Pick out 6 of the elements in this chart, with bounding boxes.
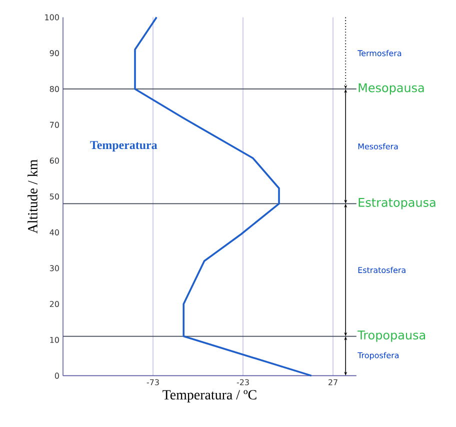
ref-line-label: Tropopausa (358, 330, 425, 342)
text: Temperatura (90, 141, 158, 152)
x-axis-title: Temperatura / ºC (162, 390, 256, 402)
ref-line-label: Mesopausa (358, 83, 424, 95)
ref-line-label: Estratopausa (358, 198, 436, 210)
y-axis-title: Altitude / km (28, 160, 38, 234)
